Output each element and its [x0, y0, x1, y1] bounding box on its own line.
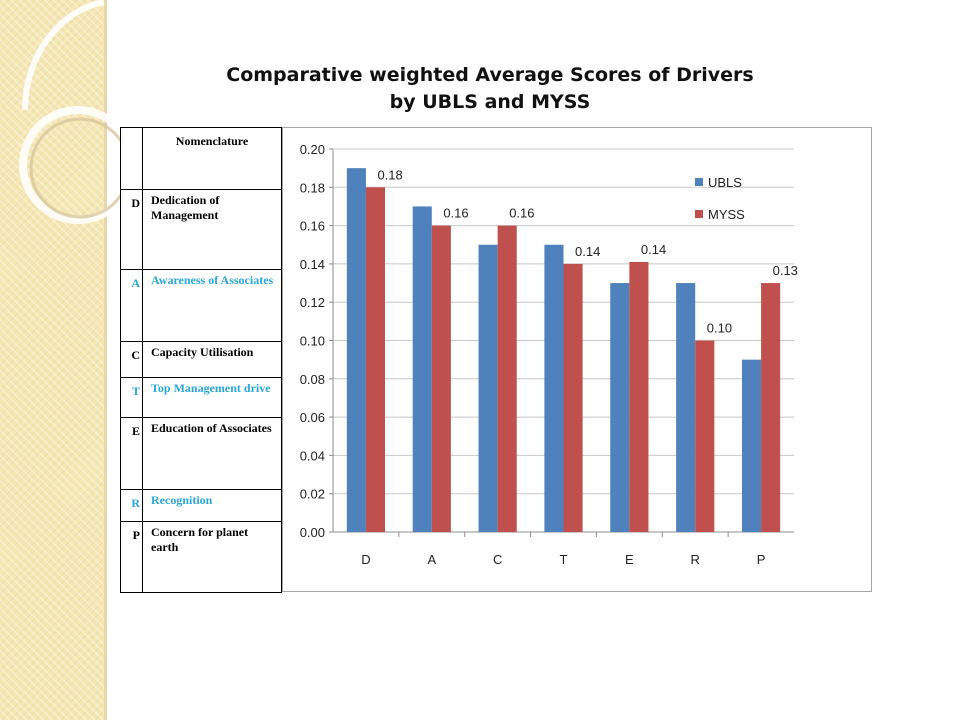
row-label: Capacity Utilisation — [142, 341, 282, 378]
decorative-rings — [19, 0, 137, 224]
x-tick-label: P — [757, 552, 766, 567]
chart-frame: 0.00 0.02 0.04 0.06 0.08 0.10 0.12 0.14 0.16 0.18… — [282, 127, 872, 592]
row-label: Concern for planet earth — [142, 521, 282, 593]
y-tick-label: 0.16 — [300, 219, 325, 234]
y-tick-label: 0.18 — [300, 180, 325, 195]
decor-ring-large — [19, 106, 137, 224]
bar-ubls — [346, 168, 366, 532]
decor-ring-outer — [22, 0, 105, 111]
row-label: Education of Associates — [142, 417, 282, 490]
row-code: T — [120, 377, 143, 418]
row-code: D — [120, 189, 143, 270]
table-row: A Awareness of Associates — [120, 269, 282, 342]
decor-ring-shadow — [29, 117, 131, 219]
x-tick-label: D — [361, 552, 370, 567]
x-tick-label: A — [427, 552, 436, 567]
title-line-2: by UBLS and MYSS — [389, 91, 591, 113]
x-tick-label: T — [560, 552, 568, 567]
bar-ubls — [676, 283, 696, 532]
bar-myss — [695, 340, 715, 532]
bar-myss — [497, 225, 517, 532]
data-label: 0.16 — [509, 206, 534, 221]
y-tick-label: 0.14 — [300, 257, 325, 272]
nomenclature-header-blank — [120, 127, 143, 190]
slide-title: Comparative weighted Average Scores of D… — [120, 62, 860, 116]
row-label: Recognition — [142, 489, 282, 522]
row-code: P — [120, 521, 143, 593]
data-label: 0.10 — [707, 321, 732, 336]
bar-myss — [563, 263, 583, 532]
y-tick-label: 0.10 — [300, 334, 325, 349]
side-panel-edge — [104, 0, 107, 720]
x-tick-label: C — [493, 552, 502, 567]
y-tick-label: 0.06 — [300, 410, 325, 425]
bar-myss — [365, 187, 386, 533]
bar-ubls — [741, 359, 762, 532]
table-row: P Concern for planet earth — [120, 521, 282, 593]
bar-ubls — [412, 206, 432, 532]
table-row: R Recognition — [120, 489, 282, 522]
bar-chart: 0.00 0.02 0.04 0.06 0.08 0.10 0.12 0.14 0.16 0.18… — [300, 142, 798, 567]
data-label: 0.13 — [773, 263, 798, 278]
row-label: Top Management drive — [142, 377, 282, 418]
data-label: 0.18 — [377, 167, 402, 182]
data-label: 0.14 — [575, 244, 600, 259]
table-row: E Education of Associates — [120, 417, 282, 490]
nomenclature-header-row: Nomenclature — [120, 127, 282, 190]
data-label: 0.16 — [443, 206, 468, 221]
table-row: C Capacity Utilisation — [120, 341, 282, 378]
bar-myss — [761, 283, 781, 532]
bar-ubls — [610, 283, 630, 532]
legend-label: MYSS — [708, 207, 745, 222]
y-tick-label: 0.08 — [300, 372, 325, 387]
row-code: C — [120, 341, 143, 378]
bar-myss — [431, 225, 451, 532]
table-row: D Dedication of Management — [120, 189, 282, 270]
table-row: T Top Management drive — [120, 377, 282, 418]
row-label: Awareness of Associates — [142, 269, 282, 342]
legend-swatch-myss — [695, 210, 703, 218]
bar-ubls — [544, 244, 564, 532]
legend-label: UBLS — [708, 175, 742, 190]
nomenclature-header: Nomenclature — [142, 127, 282, 190]
bar-myss — [629, 261, 649, 532]
row-code: E — [120, 417, 143, 490]
row-label: Dedication of Management — [142, 189, 282, 270]
bar-ubls — [478, 244, 498, 532]
nomenclature-table: Nomenclature D Dedication of Management … — [120, 127, 282, 593]
data-label: 0.14 — [641, 242, 666, 257]
row-code: A — [120, 269, 143, 342]
row-code: R — [120, 489, 143, 522]
x-tick-label: E — [625, 552, 634, 567]
y-tick-label: 0.20 — [300, 142, 325, 157]
x-tick-label: R — [691, 552, 700, 567]
y-tick-label: 0.02 — [300, 487, 325, 502]
legend-swatch-ubls — [695, 178, 703, 186]
y-tick-label: 0.00 — [300, 525, 325, 540]
title-line-1: Comparative weighted Average Scores of D… — [226, 64, 754, 86]
y-tick-label: 0.12 — [300, 295, 325, 310]
y-tick-label: 0.04 — [300, 448, 325, 463]
